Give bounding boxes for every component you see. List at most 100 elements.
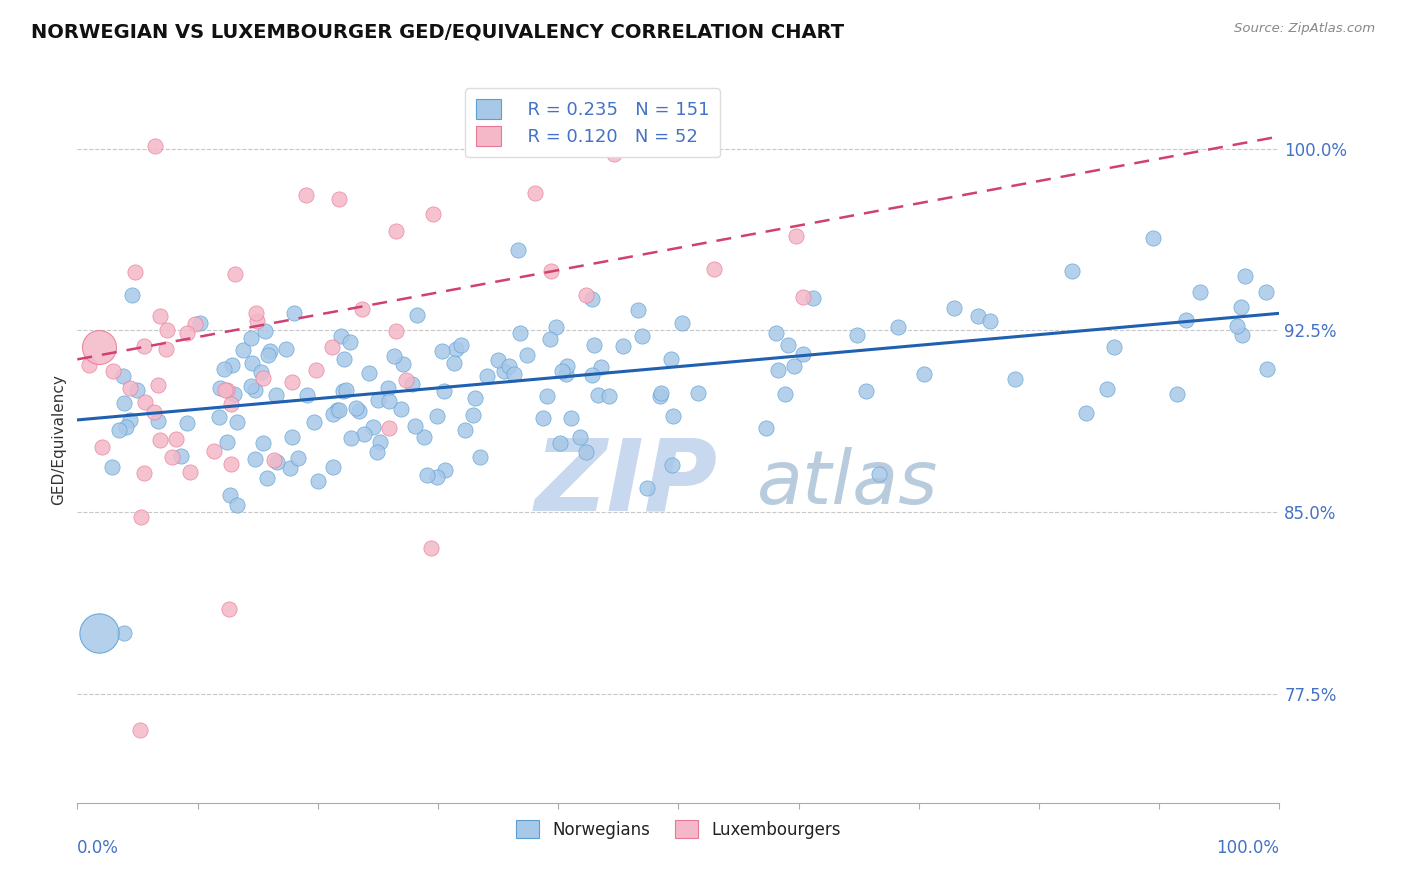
Point bbox=[243, 384, 266, 398]
Point bbox=[1174, 313, 1197, 327]
Point bbox=[219, 458, 242, 472]
Point bbox=[943, 301, 966, 315]
Point bbox=[426, 409, 449, 423]
Point bbox=[1230, 300, 1253, 314]
Point bbox=[430, 343, 453, 358]
Point bbox=[134, 395, 156, 409]
Point bbox=[344, 401, 367, 416]
Point bbox=[129, 723, 152, 737]
Point bbox=[295, 388, 318, 402]
Point bbox=[627, 302, 650, 317]
Point bbox=[783, 359, 806, 374]
Point bbox=[377, 421, 399, 435]
Point bbox=[659, 351, 682, 366]
Point bbox=[179, 465, 201, 479]
Point bbox=[321, 340, 343, 354]
Point bbox=[218, 602, 240, 616]
Point bbox=[598, 389, 620, 403]
Point bbox=[188, 316, 211, 330]
Point bbox=[246, 314, 269, 328]
Point bbox=[392, 357, 415, 371]
Point bbox=[302, 415, 325, 429]
Point bbox=[118, 413, 141, 427]
Point bbox=[391, 401, 413, 416]
Point bbox=[766, 363, 789, 377]
Point bbox=[1234, 268, 1257, 283]
Point bbox=[115, 420, 138, 434]
Point bbox=[118, 381, 141, 395]
Point bbox=[366, 445, 388, 459]
Point bbox=[204, 444, 226, 458]
Point bbox=[124, 265, 146, 279]
Point bbox=[214, 362, 236, 376]
Point bbox=[165, 432, 187, 446]
Point bbox=[1166, 387, 1188, 401]
Point bbox=[555, 367, 578, 381]
Point bbox=[176, 416, 198, 430]
Point bbox=[433, 384, 456, 398]
Point bbox=[208, 380, 231, 394]
Point bbox=[259, 344, 281, 359]
Point bbox=[240, 378, 263, 392]
Point bbox=[1142, 230, 1164, 244]
Point bbox=[322, 407, 344, 421]
Point bbox=[443, 356, 465, 370]
Point bbox=[536, 389, 558, 403]
Point bbox=[146, 377, 169, 392]
Point bbox=[1256, 361, 1278, 376]
Point bbox=[87, 340, 110, 354]
Point bbox=[79, 358, 101, 372]
Point bbox=[226, 498, 249, 512]
Point bbox=[575, 445, 598, 459]
Point bbox=[170, 449, 193, 463]
Point bbox=[703, 261, 725, 276]
Point bbox=[384, 224, 406, 238]
Point bbox=[508, 244, 530, 258]
Point bbox=[129, 509, 152, 524]
Point bbox=[307, 474, 329, 488]
Text: ZIP: ZIP bbox=[534, 434, 717, 532]
Point bbox=[636, 481, 658, 495]
Point bbox=[353, 427, 375, 442]
Point bbox=[385, 324, 408, 338]
Point bbox=[1074, 405, 1097, 419]
Point bbox=[551, 364, 574, 378]
Point bbox=[280, 429, 302, 443]
Point bbox=[149, 309, 172, 323]
Point bbox=[215, 383, 238, 397]
Point bbox=[328, 402, 350, 417]
Point bbox=[1188, 285, 1211, 299]
Point bbox=[586, 388, 609, 402]
Point bbox=[322, 460, 344, 475]
Point bbox=[287, 450, 309, 465]
Point bbox=[560, 410, 582, 425]
Point bbox=[340, 431, 363, 445]
Point bbox=[661, 458, 683, 472]
Point bbox=[538, 332, 561, 346]
Point bbox=[208, 409, 231, 424]
Point bbox=[224, 268, 246, 282]
Point bbox=[266, 455, 288, 469]
Point bbox=[575, 288, 598, 302]
Text: atlas: atlas bbox=[756, 447, 938, 519]
Point bbox=[966, 310, 988, 324]
Point bbox=[785, 228, 807, 243]
Point bbox=[686, 386, 709, 401]
Text: NORWEGIAN VS LUXEMBOURGER GED/EQUIVALENCY CORRELATION CHART: NORWEGIAN VS LUXEMBOURGER GED/EQUIVALENC… bbox=[31, 22, 844, 41]
Point bbox=[240, 331, 263, 345]
Point bbox=[475, 369, 498, 384]
Point bbox=[214, 384, 236, 398]
Point bbox=[347, 404, 370, 418]
Point bbox=[243, 451, 266, 466]
Point bbox=[1254, 285, 1277, 300]
Point bbox=[581, 368, 603, 382]
Point bbox=[540, 263, 562, 277]
Point bbox=[454, 423, 477, 437]
Text: Source: ZipAtlas.com: Source: ZipAtlas.com bbox=[1234, 22, 1375, 36]
Point bbox=[803, 291, 825, 305]
Point bbox=[176, 326, 198, 341]
Point bbox=[912, 367, 935, 381]
Point bbox=[352, 302, 374, 317]
Point bbox=[254, 324, 277, 338]
Point bbox=[148, 414, 170, 428]
